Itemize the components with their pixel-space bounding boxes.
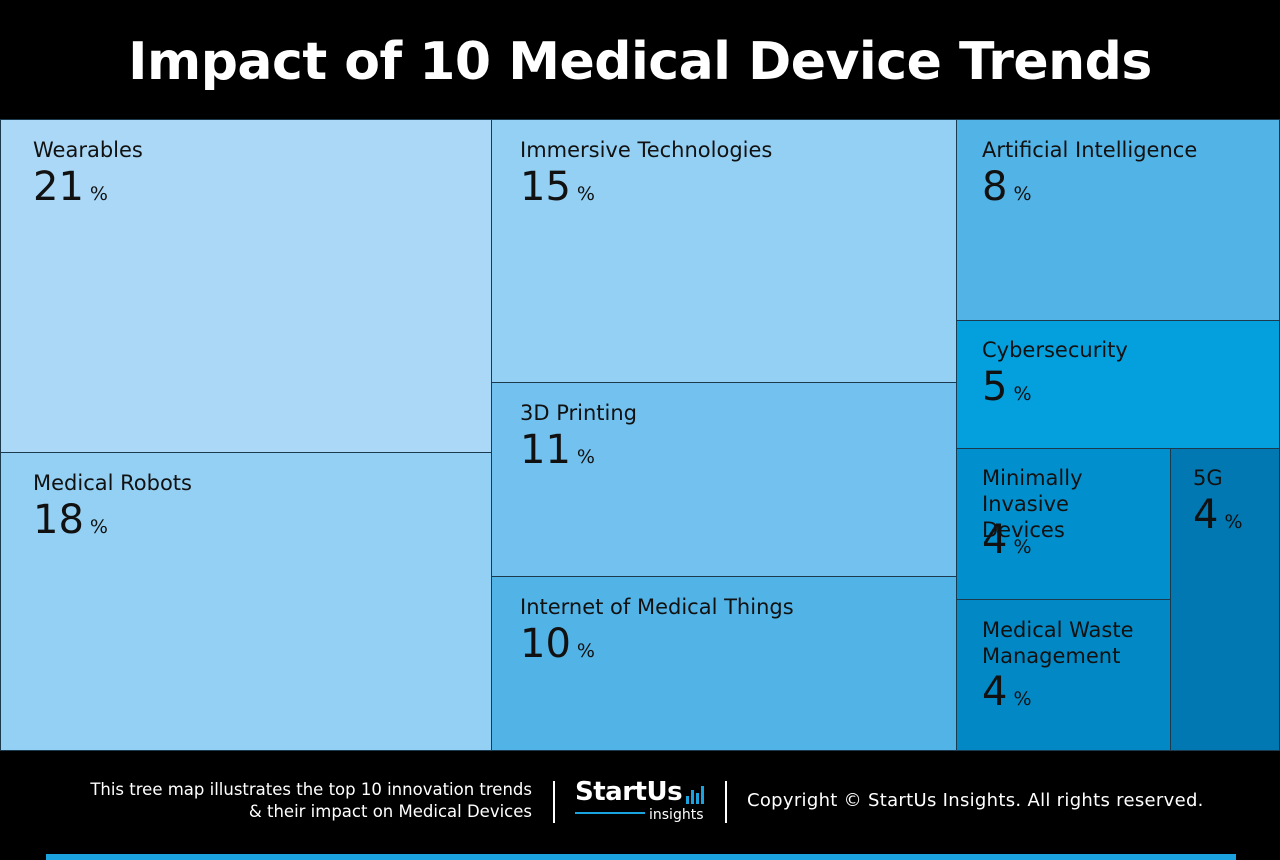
tile-value: 21%: [33, 167, 108, 214]
tile-value: 15%: [520, 167, 595, 214]
tile-value-number: 10: [520, 621, 571, 667]
treemap: Wearables 21% Medical Robots 18% Immersive T…: [0, 119, 1280, 751]
logo-subtext: insights: [649, 807, 704, 823]
logo-underline: [575, 812, 645, 814]
tile-value-unit: %: [89, 516, 108, 538]
description-line-2: & their impact on Medical Devices: [248, 802, 532, 821]
treemap-tile: Wearables 21%: [0, 119, 492, 453]
treemap-tile: Minimally Invasive Devices 4%: [957, 449, 1171, 600]
tile-label: 5G: [1193, 466, 1223, 490]
tile-value: 4%: [982, 520, 1032, 567]
treemap-tile: 5G 4%: [1171, 449, 1280, 751]
divider: [553, 781, 555, 823]
tile-value: 18%: [33, 500, 108, 547]
tile-value-number: 18: [33, 497, 84, 543]
header: Impact of 10 Medical Device Trends: [0, 0, 1280, 119]
tile-label: Medical Waste Management: [982, 618, 1134, 668]
tile-value-number: 15: [520, 164, 571, 210]
tile-value-number: 5: [982, 364, 1008, 410]
tile-value-number: 21: [33, 164, 84, 210]
tile-value-number: 11: [520, 427, 571, 473]
tile-value: 11%: [520, 430, 595, 477]
tile-value-unit: %: [576, 446, 595, 468]
accent-bar: [46, 854, 1236, 860]
tile-value-unit: %: [1013, 383, 1032, 405]
treemap-tile: Immersive Technologies 15%: [492, 119, 957, 383]
tile-value-unit: %: [1013, 183, 1032, 205]
copyright-text: Copyright © StartUs Insights. All rights…: [747, 790, 1204, 811]
tile-label: Wearables: [33, 138, 143, 162]
tile-label: Cybersecurity: [982, 338, 1128, 362]
tile-value: 5%: [982, 367, 1032, 414]
chart-description: This tree map illustrates the top 10 inn…: [90, 779, 532, 823]
chart-title: Impact of 10 Medical Device Trends: [128, 31, 1152, 92]
treemap-tile: Medical Waste Management 4%: [957, 600, 1171, 751]
treemap-tile: 3D Printing 11%: [492, 383, 957, 577]
tile-label: 3D Printing: [520, 401, 637, 425]
tile-value: 4%: [982, 672, 1032, 719]
footer: This tree map illustrates the top 10 inn…: [0, 751, 1280, 860]
treemap-tile: Artificial Intelligence 8%: [957, 119, 1280, 321]
tile-label: Artificial Intelligence: [982, 138, 1198, 162]
logo-wordmark: StartUs: [575, 777, 683, 807]
tile-value-number: 8: [982, 164, 1008, 210]
tile-value: 8%: [982, 167, 1032, 214]
tile-value: 4%: [1193, 495, 1243, 542]
tile-value-number: 4: [1193, 492, 1219, 538]
tile-label: Internet of Medical Things: [520, 595, 794, 619]
tile-value-unit: %: [576, 640, 595, 662]
treemap-tile: Internet of Medical Things 10%: [492, 577, 957, 751]
tile-value-unit: %: [1013, 688, 1032, 710]
tile-label: Immersive Technologies: [520, 138, 773, 162]
tile-value-unit: %: [89, 183, 108, 205]
tile-value: 10%: [520, 624, 595, 671]
bar-chart-icon: [686, 786, 704, 804]
description-line-1: This tree map illustrates the top 10 inn…: [90, 780, 532, 799]
tile-value-unit: %: [1013, 536, 1032, 558]
tile-value-number: 4: [982, 669, 1008, 715]
tile-label: Minimally Invasive Devices: [982, 466, 1083, 542]
treemap-tile: Medical Robots 18%: [0, 453, 492, 751]
tile-value-number: 4: [982, 517, 1008, 563]
tile-value-unit: %: [1224, 511, 1243, 533]
tile-label: Medical Robots: [33, 471, 192, 495]
tile-value-unit: %: [576, 183, 595, 205]
treemap-tile: Cybersecurity 5%: [957, 321, 1280, 449]
divider: [725, 781, 727, 823]
startus-logo: StartUs insights: [575, 777, 710, 827]
